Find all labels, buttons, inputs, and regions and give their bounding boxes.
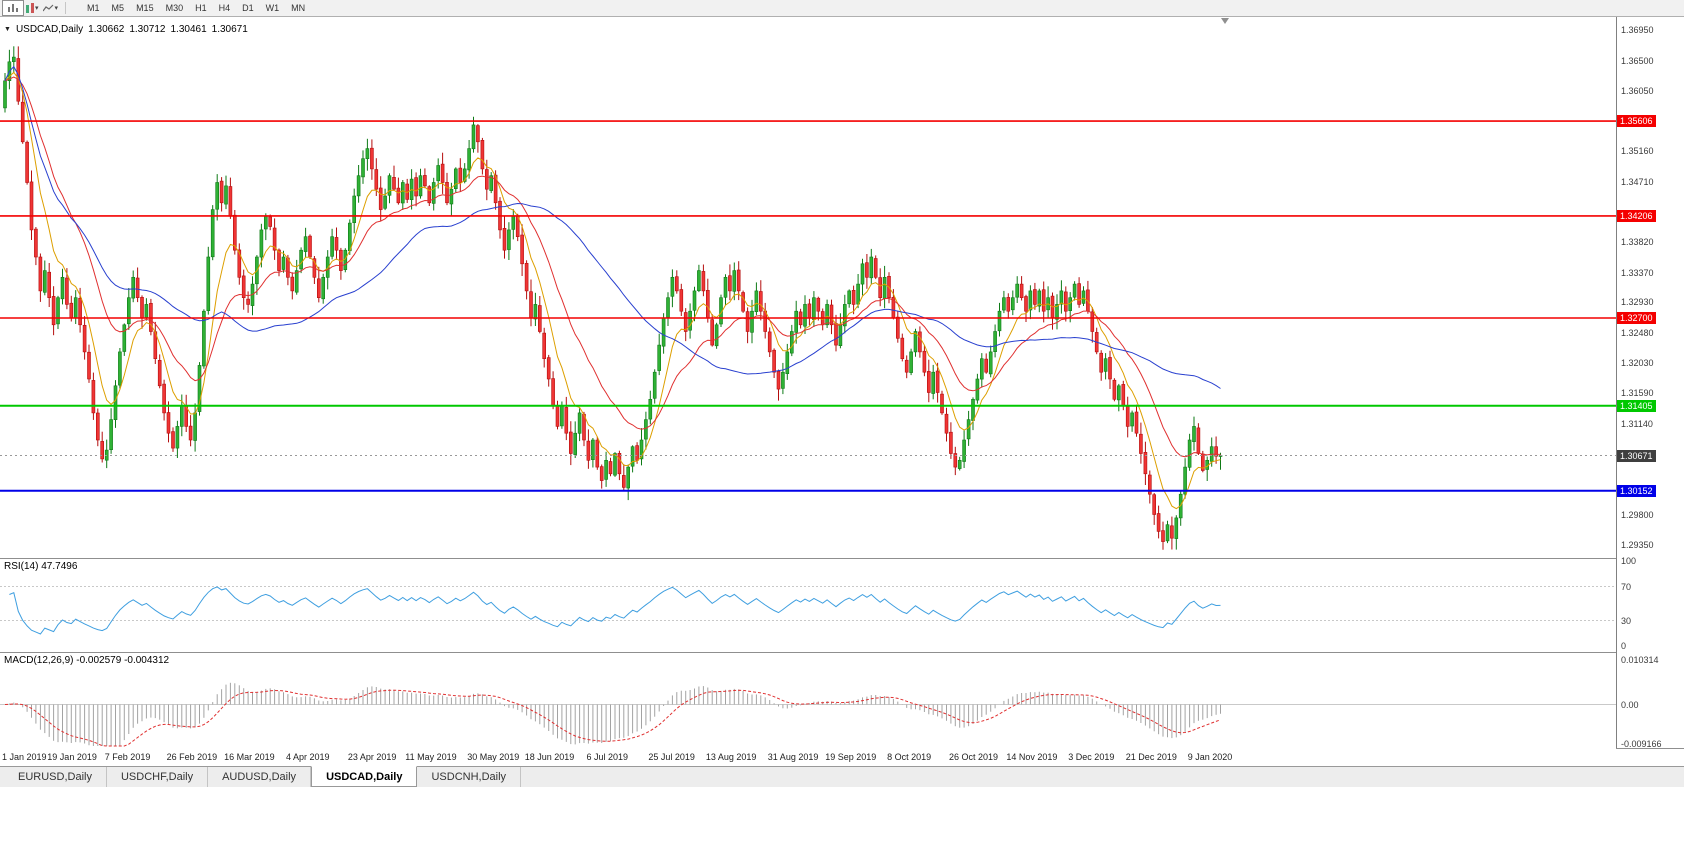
chart-shift-marker[interactable] bbox=[1221, 18, 1229, 24]
timeframe-toolbar: ▾ ▾ M1 M5 M15 M30 H1 H4 D1 W1 MN bbox=[0, 0, 1684, 17]
macd-label: MACD(12,26,9) -0.002579 -0.004312 bbox=[4, 655, 170, 666]
price-label: 1.36050 bbox=[1621, 86, 1654, 96]
date-label: 23 Apr 2019 bbox=[347, 752, 397, 762]
chart-ohlc-title: ▼ USDCAD,Daily 1.30662 1.30712 1.30461 1… bbox=[4, 24, 248, 35]
high-value: 1.30712 bbox=[129, 24, 166, 35]
line-chart-icon bbox=[42, 4, 53, 11]
date-label: 16 Mar 2019 bbox=[224, 752, 275, 762]
date-label: 30 May 2019 bbox=[467, 752, 520, 762]
current-price-tag: 1.30671 bbox=[1617, 449, 1656, 462]
level-price-tag: 1.30152 bbox=[1617, 484, 1656, 497]
ma-lines-layer bbox=[4, 65, 1221, 510]
date-label: 13 Aug 2019 bbox=[705, 752, 757, 762]
macd-scale-label: 0.00 bbox=[1621, 700, 1639, 710]
level-price-tag: 1.35606 bbox=[1617, 115, 1656, 128]
price-label: 1.32480 bbox=[1621, 327, 1654, 338]
rsi-scale-label: 70 bbox=[1621, 581, 1632, 592]
level-price-tag: 1.34206 bbox=[1617, 209, 1656, 222]
price-label: 1.31590 bbox=[1621, 388, 1654, 399]
date-label: 19 Sep 2019 bbox=[825, 752, 877, 762]
chart-symbol-label: USDCAD,Daily bbox=[15, 24, 84, 35]
chart-tab-usdcad-daily[interactable]: USDCAD,Daily bbox=[311, 766, 418, 787]
close-value: 1.30671 bbox=[211, 24, 248, 35]
date-label: 8 Oct 2019 bbox=[887, 752, 932, 762]
timeframe-button-m1[interactable]: M1 bbox=[87, 3, 100, 13]
line-chart-dropdown[interactable]: ▾ bbox=[41, 1, 61, 15]
price-label: 1.29350 bbox=[1621, 540, 1654, 550]
chart-tab-eurusd-daily[interactable]: EURUSD,Daily bbox=[4, 767, 107, 787]
date-label: 3 Dec 2019 bbox=[1068, 752, 1115, 762]
chart-tab-audusd-daily[interactable]: AUDUSD,Daily bbox=[208, 767, 312, 787]
price-label: 1.36500 bbox=[1621, 55, 1654, 66]
price-label: 1.34710 bbox=[1621, 176, 1654, 187]
price-label: 1.36950 bbox=[1621, 25, 1654, 35]
timeframe-button-m30[interactable]: M30 bbox=[165, 3, 184, 13]
date-label: 18 Jun 2019 bbox=[524, 752, 575, 762]
open-value: 1.30662 bbox=[88, 24, 125, 35]
date-label: 6 Jul 2019 bbox=[586, 752, 629, 762]
rsi-scale-label: 0 bbox=[1621, 641, 1627, 651]
chart-tab-usdchf-daily[interactable]: USDCHF,Daily bbox=[107, 767, 209, 787]
pane-separator[interactable] bbox=[0, 652, 1684, 653]
macd-scale-label: 0.010314 bbox=[1621, 655, 1659, 665]
level-price-tag: 1.32700 bbox=[1617, 312, 1656, 324]
date-label: 25 Jul 2019 bbox=[648, 752, 695, 762]
rsi-line bbox=[9, 586, 1221, 635]
date-label: 7 Feb 2019 bbox=[104, 752, 151, 762]
one-click-collapse-icon[interactable]: ▼ bbox=[4, 26, 11, 33]
price-label: 1.32030 bbox=[1621, 358, 1654, 369]
chart-tabs-bar: EURUSD,Daily USDCHF,Daily AUDUSD,Daily USDC… bbox=[0, 766, 1684, 787]
timeframe-button-d1[interactable]: D1 bbox=[242, 3, 254, 13]
candlestick-icon bbox=[26, 3, 34, 13]
date-label: 19 Jan 2019 bbox=[47, 752, 97, 762]
date-label: 4 Apr 2019 bbox=[286, 752, 330, 762]
candles-layer bbox=[3, 46, 1223, 550]
chart-type-dropdown[interactable]: ▾ bbox=[24, 1, 41, 15]
date-label: 26 Oct 2019 bbox=[949, 752, 999, 762]
timeframe-button-w1[interactable]: W1 bbox=[265, 3, 280, 13]
date-label: 21 Dec 2019 bbox=[1125, 752, 1177, 762]
rsi-scale-label: 30 bbox=[1621, 615, 1632, 626]
timeframe-button-m15[interactable]: M15 bbox=[136, 3, 154, 13]
timeframe-button-m5[interactable]: M5 bbox=[111, 3, 125, 13]
macd-histogram-layer bbox=[8, 682, 1221, 746]
date-axis[interactable]: 1 Jan 2019 19 Jan 2019 7 Feb 2019 26 Feb 20… bbox=[0, 748, 1616, 766]
macd-signal-line bbox=[4, 689, 1221, 747]
date-label: 31 Aug 2019 bbox=[767, 752, 819, 762]
rsi-levels-layer bbox=[0, 586, 1616, 621]
chevron-down-icon: ▾ bbox=[54, 4, 59, 12]
date-label: 14 Nov 2019 bbox=[1006, 752, 1058, 762]
price-label: 1.33820 bbox=[1621, 237, 1654, 248]
price-label: 1.29800 bbox=[1621, 509, 1654, 520]
date-label: 9 Jan 2020 bbox=[1187, 752, 1233, 762]
timeframe-buttons: M1 M5 M15 M30 H1 H4 D1 W1 MN bbox=[81, 2, 311, 14]
rsi-pane[interactable]: RSI(14) 47.7496 bbox=[0, 558, 1616, 652]
timeframe-button-mn[interactable]: MN bbox=[291, 3, 306, 13]
date-label: 11 May 2019 bbox=[405, 752, 457, 762]
date-label: 1 Jan 2019 bbox=[2, 752, 47, 762]
bar-chart-icon[interactable] bbox=[2, 0, 24, 16]
price-label: 1.33370 bbox=[1621, 267, 1654, 278]
pane-separator[interactable] bbox=[0, 558, 1684, 559]
price-label: 1.35160 bbox=[1621, 146, 1654, 157]
macd-pane[interactable]: MACD(12,26,9) -0.002579 -0.004312 bbox=[0, 652, 1616, 748]
toolbar-separator bbox=[65, 2, 67, 14]
price-label: 1.32930 bbox=[1621, 297, 1654, 308]
macd-scale-label: -0.009166 bbox=[1621, 739, 1662, 749]
price-label: 1.31140 bbox=[1621, 418, 1653, 429]
level-price-tag: 1.31405 bbox=[1617, 399, 1656, 412]
levels-layer bbox=[0, 120, 1616, 492]
rsi-label: RSI(14) 47.7496 bbox=[4, 561, 78, 572]
low-value: 1.30461 bbox=[170, 24, 207, 35]
timeframe-button-h1[interactable]: H1 bbox=[195, 3, 207, 13]
bar-chart-glyph bbox=[8, 4, 18, 12]
timeframe-button-h4[interactable]: H4 bbox=[218, 3, 231, 13]
rsi-scale-label: 100 bbox=[1621, 556, 1637, 566]
date-label: 26 Feb 2019 bbox=[166, 752, 218, 762]
chevron-down-icon: ▾ bbox=[35, 4, 39, 12]
price-axis[interactable]: 1.36950 1.36500 1.36050 1.35160 1.34710 1.338… bbox=[1616, 17, 1684, 749]
chart-tab-usdcnh-daily[interactable]: USDCNH,Daily bbox=[417, 767, 522, 787]
main-chart-pane[interactable]: ▼ USDCAD,Daily 1.30662 1.30712 1.30461 1… bbox=[0, 17, 1616, 558]
